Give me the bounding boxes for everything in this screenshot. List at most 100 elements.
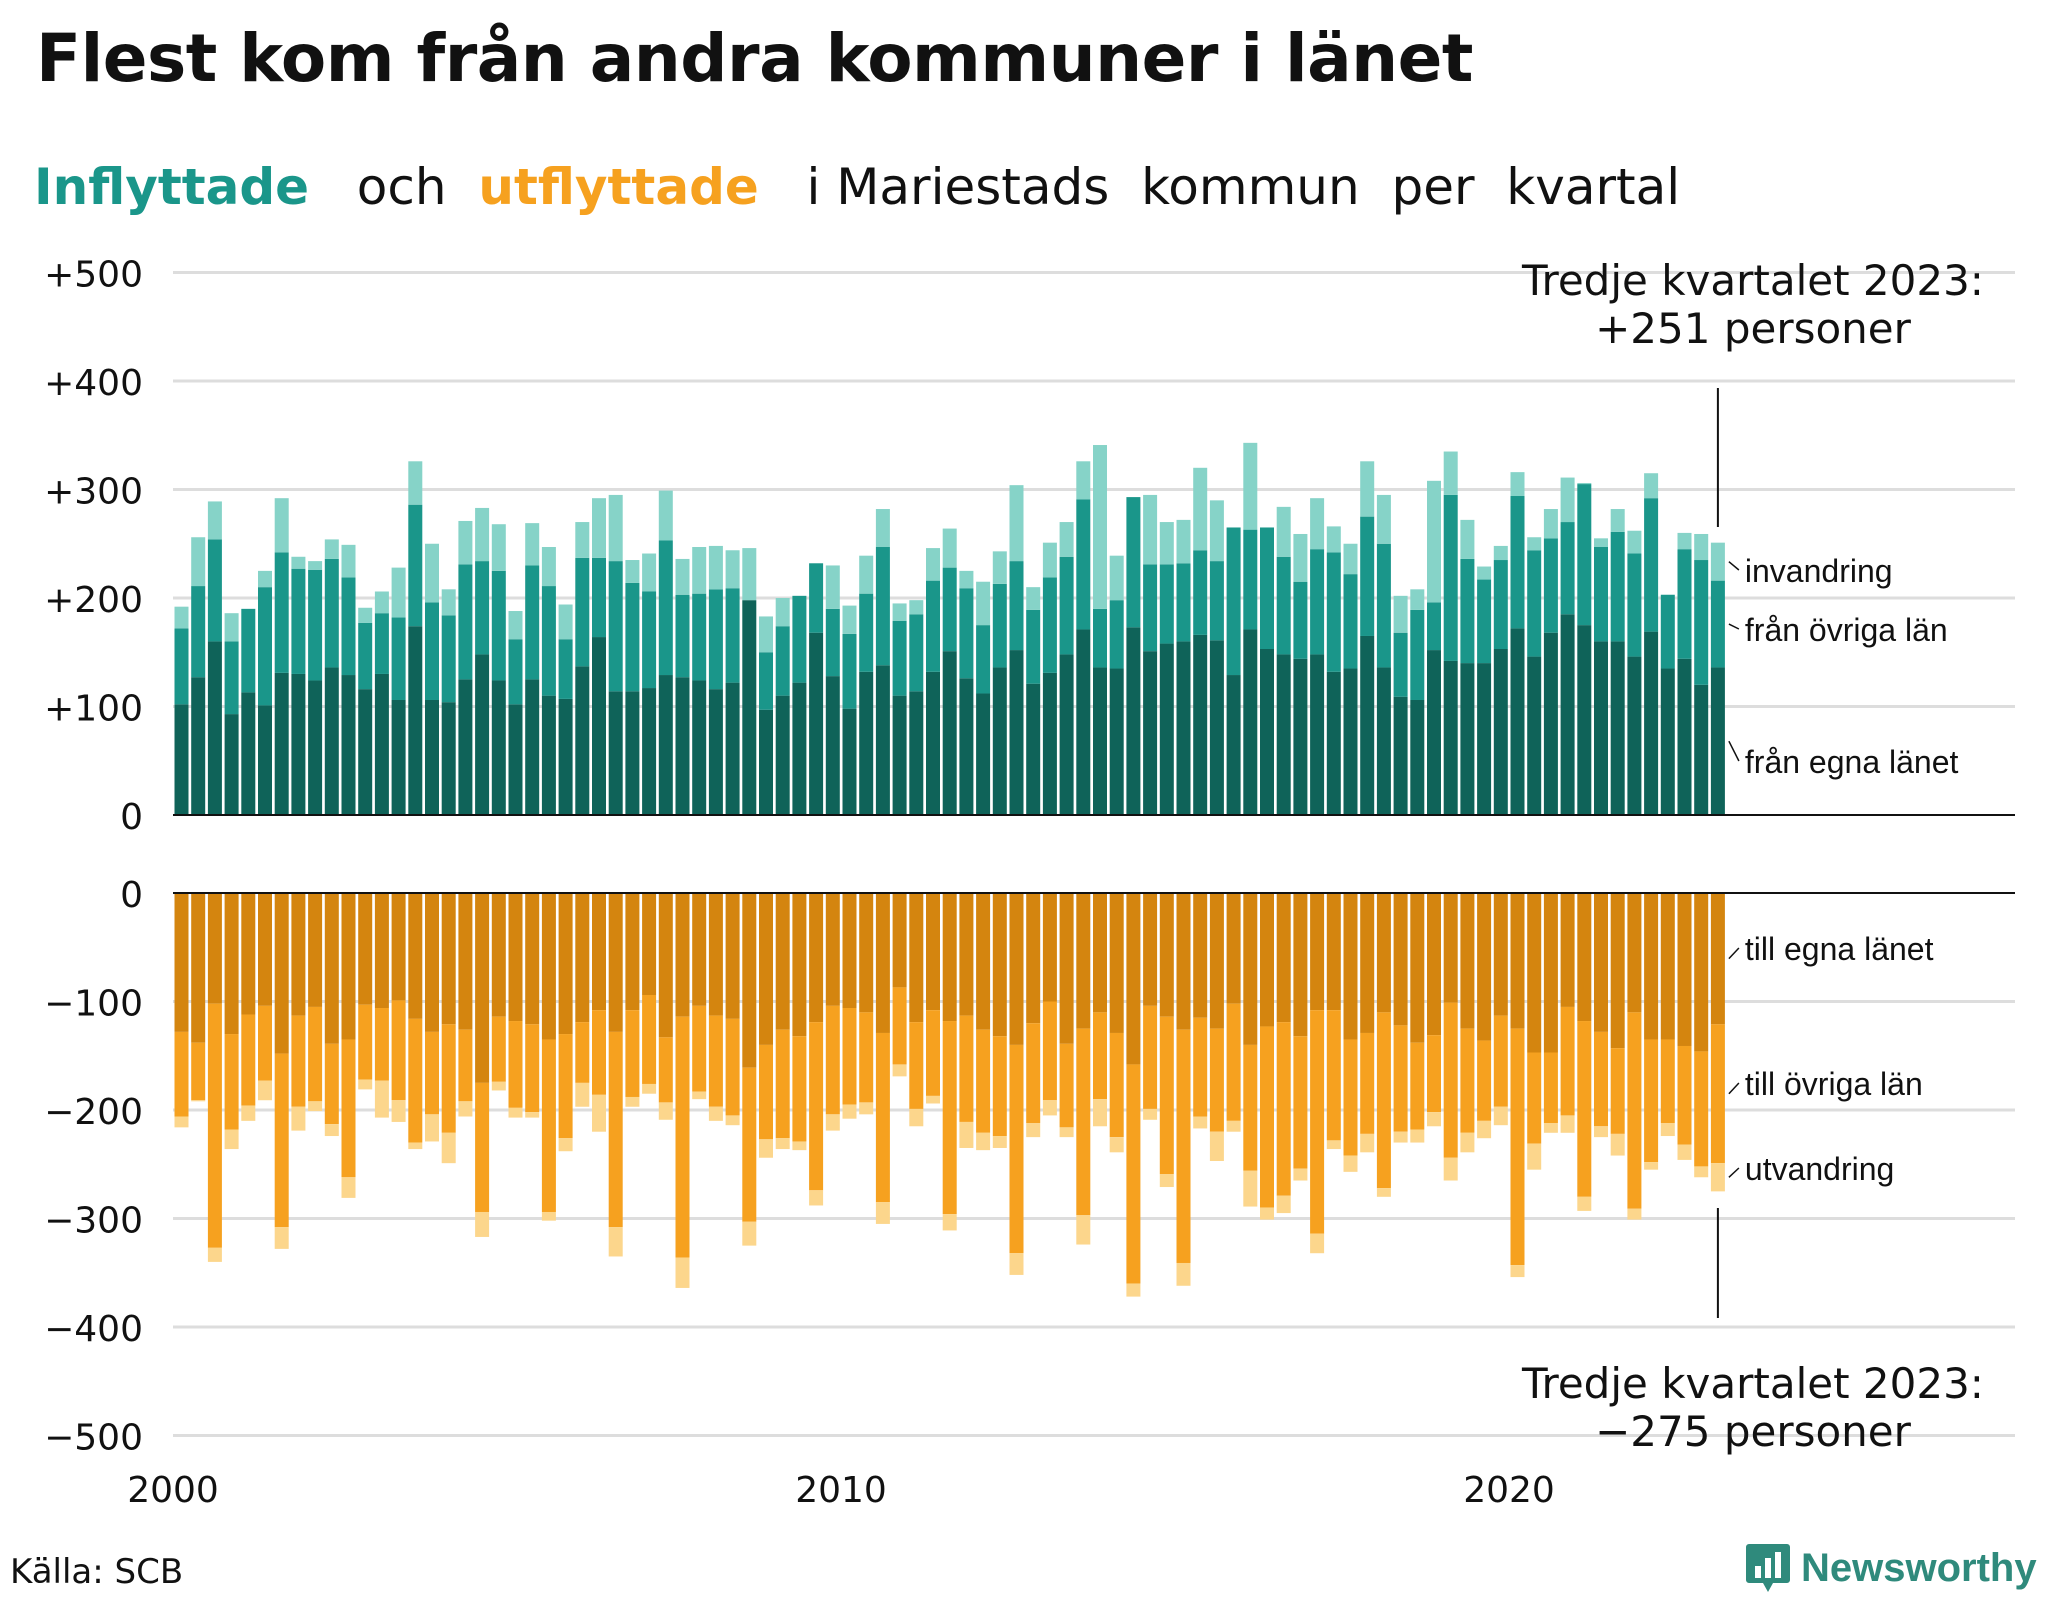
bar-in-0	[942, 651, 957, 815]
bar-in-1	[926, 580, 940, 672]
bar-out-1	[341, 1039, 356, 1178]
bar-out-2	[491, 1081, 506, 1091]
y-tick-label: −200	[44, 1092, 143, 1133]
bar-out-2	[759, 1139, 773, 1158]
bar-in-2	[725, 550, 740, 589]
bar-in-0	[792, 682, 807, 815]
bar-in-0	[391, 699, 406, 815]
bar-in-0	[725, 682, 740, 815]
bar-out-1	[258, 1005, 272, 1081]
bar-in-1	[258, 587, 272, 706]
bar-out-2	[1243, 1170, 1258, 1207]
series-label-in: invandring	[1745, 553, 1893, 589]
bar-in-0	[1577, 625, 1592, 815]
bar-out-0	[358, 893, 373, 1005]
bar-out-2	[207, 1247, 222, 1262]
brand: Newsworthy	[1745, 1542, 2037, 1594]
annotation-top-line2: +251 personer	[1595, 304, 1912, 353]
axes: 0 +100 +200 +300 +400 +500 0 −100 −200 −300 −400 −5…	[44, 255, 2015, 1511]
bar-in-1	[1577, 484, 1592, 626]
bar-in-2	[408, 461, 423, 505]
bar-out-2	[1677, 1144, 1692, 1160]
bar-out-0	[241, 893, 256, 1015]
bar-out-2	[926, 1095, 940, 1104]
bar-out-1	[1143, 1005, 1158, 1109]
bar-out-1	[1276, 1022, 1291, 1196]
bar-out-0	[608, 893, 623, 1032]
bar-in-1	[508, 639, 523, 705]
bar-out-0	[1543, 893, 1558, 1053]
bar-out-0	[558, 893, 573, 1035]
bar-out-0	[1527, 893, 1542, 1053]
bar-out-1	[1093, 1012, 1107, 1100]
bar-out-2	[1493, 1106, 1508, 1126]
bar-out-1	[191, 1042, 206, 1101]
y-tick-label: −300	[44, 1201, 143, 1242]
bar-in-1	[425, 602, 439, 700]
bar-in-2	[1159, 522, 1174, 565]
source-credit: Källa: SCB	[10, 1552, 184, 1592]
bar-out-2	[575, 1082, 590, 1107]
bar-in-1	[1343, 574, 1358, 669]
bar-out-1	[959, 1015, 974, 1122]
bar-in-2	[1710, 542, 1725, 581]
bar-in-0	[1310, 654, 1325, 815]
bar-out-2	[775, 1138, 790, 1150]
bar-out-0	[525, 893, 540, 1025]
bar-in-0	[825, 676, 840, 815]
bar-in-1	[625, 582, 640, 692]
bar-out-1	[425, 1031, 439, 1115]
bar-in-0	[308, 680, 323, 815]
chart-subtitle: Inflyttade och utflyttade i Mariestads k…	[34, 158, 1680, 216]
bar-in-2	[308, 561, 323, 570]
bar-in-2	[1627, 530, 1642, 554]
bar-in-1	[491, 570, 506, 681]
bar-out-1	[224, 1034, 239, 1130]
bar-out-0	[708, 893, 723, 1016]
bar-out-0	[692, 893, 707, 1006]
bar-out-0	[625, 893, 640, 1011]
bar-in-0	[775, 695, 790, 815]
bar-in-0	[1176, 641, 1191, 815]
bar-in-2	[1560, 477, 1575, 523]
bar-out-2	[1026, 1123, 1041, 1138]
bar-in-2	[608, 494, 623, 562]
subtitle-utflyttade: utflyttade	[478, 158, 759, 216]
bar-out-0	[1510, 893, 1525, 1029]
bar-in-1	[708, 589, 723, 690]
bar-in-2	[1610, 509, 1625, 532]
bar-in-2	[541, 547, 556, 587]
bar-out-2	[875, 1202, 890, 1224]
bar-in-1	[992, 583, 1007, 668]
bar-out-2	[658, 1102, 673, 1120]
bar-out-2	[809, 1190, 824, 1206]
bar-in-0	[1193, 634, 1208, 815]
bar-out-2	[859, 1102, 874, 1115]
bar-out-1	[274, 1053, 289, 1228]
y-tick-label: 0	[120, 875, 143, 916]
bar-in-0	[1143, 651, 1158, 815]
bar-in-0	[1477, 663, 1492, 815]
bar-in-1	[976, 625, 991, 694]
bar-out-0	[842, 893, 857, 1009]
bar-out-2	[1710, 1163, 1725, 1192]
bar-in-1	[1276, 556, 1291, 655]
bar-out-1	[441, 1024, 456, 1133]
bar-out-2	[625, 1096, 640, 1107]
subtitle-joiner: och	[356, 158, 447, 216]
bar-in-2	[959, 570, 974, 589]
bar-out-1	[642, 994, 657, 1084]
bar-out-2	[959, 1121, 974, 1148]
bar-in-2	[625, 560, 640, 583]
bar-out-2	[825, 1114, 840, 1131]
bar-in-1	[842, 633, 857, 709]
bar-in-1	[1543, 538, 1558, 633]
bar-in-2	[391, 567, 406, 618]
bar-out-1	[1510, 1028, 1525, 1266]
bar-out-2	[308, 1101, 323, 1112]
bar-out-1	[1677, 1045, 1692, 1145]
bar-out-0	[441, 893, 456, 1025]
bar-out-0	[174, 893, 189, 1032]
bar-out-2	[374, 1080, 389, 1118]
bar-in-2	[1026, 587, 1041, 610]
